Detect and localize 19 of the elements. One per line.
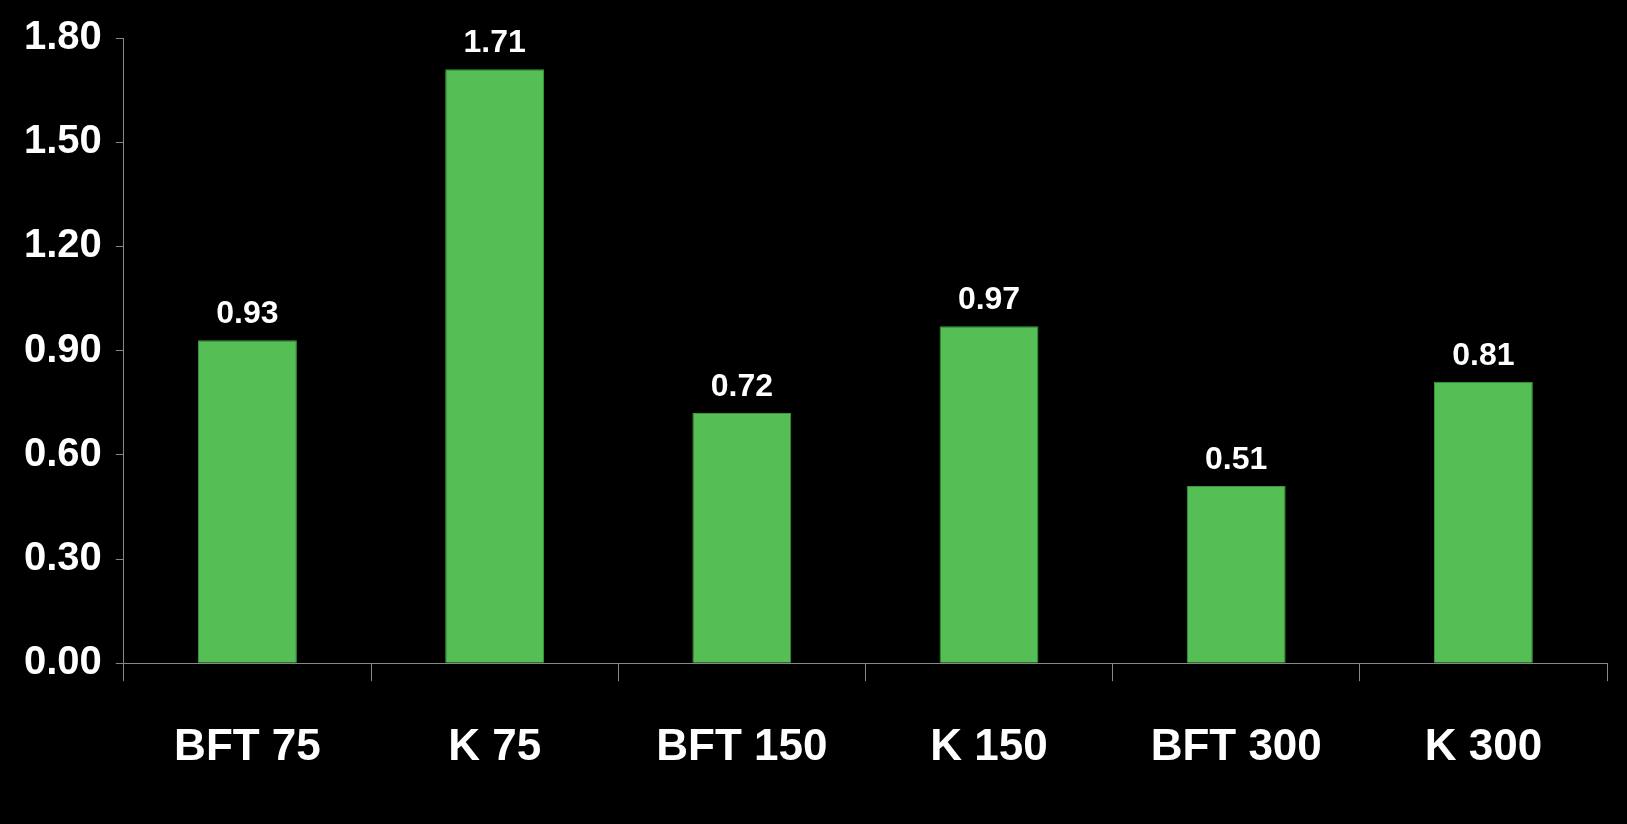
x-tick-label: K 75 [448, 719, 542, 769]
y-tick-label: 0.30 [23, 534, 102, 579]
data-label: 0.72 [710, 366, 773, 403]
x-tick-label: K 150 [930, 719, 1048, 769]
x-tick-label: K 300 [1424, 719, 1543, 769]
x-tick-label: BFT 75 [174, 719, 321, 769]
x-tick-label: BFT 150 [656, 719, 828, 769]
y-tick-label: 1.80 [23, 13, 102, 58]
y-tick-label: 0.60 [23, 429, 102, 474]
y-tick-label: 1.20 [23, 221, 102, 266]
y-tick-label: 0.90 [23, 325, 102, 370]
data-label: 0.93 [216, 294, 279, 331]
data-label: 0.81 [1452, 335, 1515, 372]
y-tick-label: 1.50 [23, 117, 102, 162]
data-label: 1.71 [463, 23, 526, 60]
y-tick-label: 0.00 [23, 638, 102, 683]
data-label: 0.51 [1205, 439, 1268, 476]
data-label: 0.97 [957, 280, 1021, 317]
x-tick-label: BFT 300 [1150, 719, 1322, 769]
